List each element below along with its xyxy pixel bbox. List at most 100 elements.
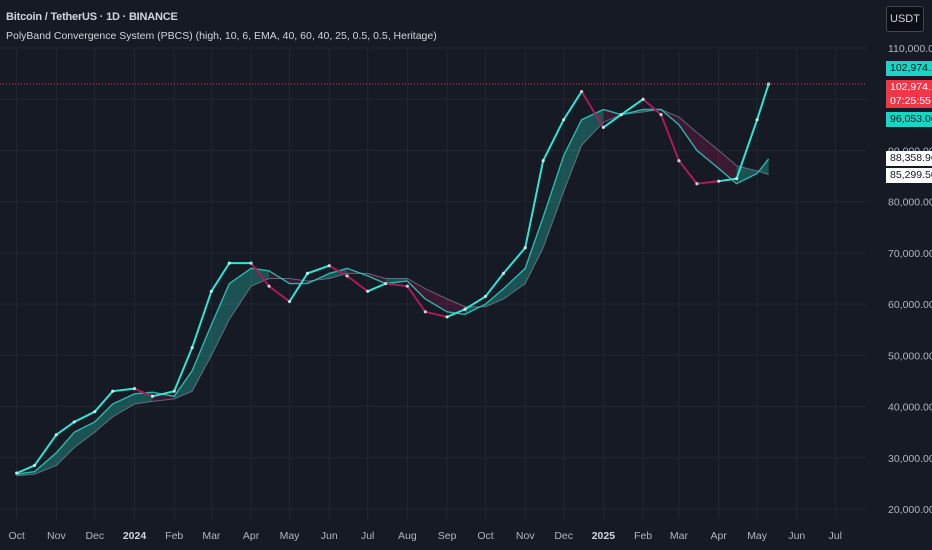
price-segment	[250, 262, 271, 288]
price-segment	[756, 82, 770, 121]
price-point	[93, 410, 97, 414]
band-fill	[16, 109, 769, 476]
y-tick-label: 70,000.00	[888, 248, 932, 260]
x-tick-label: Apr	[711, 530, 728, 542]
x-tick-label: Jul	[829, 530, 842, 542]
band-fill-segment	[112, 393, 135, 417]
price-segment	[735, 118, 759, 180]
price-segment	[366, 282, 387, 293]
y-tick-label: 20,000.00	[888, 504, 932, 516]
band-fill-segment	[525, 217, 544, 284]
price-segment	[717, 177, 738, 183]
x-tick-label: Jun	[788, 530, 805, 542]
price-point	[735, 177, 739, 181]
price-point	[423, 310, 427, 314]
y-tick-label: 30,000.00	[888, 453, 932, 465]
band-fill-segment	[251, 268, 270, 287]
y-tick-label: 110,000.00	[888, 43, 932, 55]
price-point	[463, 307, 467, 311]
series-lines	[15, 82, 771, 477]
price-point	[659, 112, 663, 117]
price-segment	[55, 420, 76, 436]
price-point	[523, 246, 527, 250]
price-segment	[695, 180, 720, 185]
price-point	[72, 420, 76, 424]
price-point	[717, 179, 721, 183]
price-segment	[73, 410, 96, 423]
band-fill-segment	[503, 268, 526, 299]
y-tick-label: 50,000.00	[888, 350, 932, 362]
price-point	[641, 97, 645, 101]
price-segment	[210, 262, 231, 293]
close-price-tag: 102,974.11	[886, 61, 932, 76]
price-point	[15, 471, 19, 475]
x-tick-label: Dec	[85, 530, 104, 542]
price-segment	[268, 285, 291, 303]
price-segment	[151, 390, 176, 398]
symbol-title[interactable]: Bitcoin / TetherUS · 1D · BINANCE	[6, 11, 178, 23]
price-point	[445, 315, 449, 319]
price-point	[327, 264, 331, 268]
currency-button[interactable]: USDT	[886, 6, 924, 32]
x-tick-label: Oct	[477, 530, 493, 542]
x-tick-label: Nov	[516, 530, 535, 542]
band-fill-segment	[329, 268, 348, 279]
price-point	[249, 261, 253, 265]
band-fill-segment	[425, 288, 448, 312]
band-fill-segment	[736, 165, 758, 184]
price-point	[32, 463, 37, 468]
price-segment	[384, 282, 409, 288]
x-tick-label: Feb	[634, 530, 652, 542]
price-point	[677, 159, 681, 163]
price-point	[305, 271, 310, 275]
price-segment	[328, 264, 349, 277]
price-point	[209, 289, 213, 293]
price-point	[111, 389, 115, 393]
price-segment	[660, 113, 680, 162]
band-fill-segment	[678, 117, 697, 151]
price-point	[562, 118, 566, 122]
band-fill-segment	[211, 283, 230, 356]
price-segment	[33, 433, 58, 467]
indicator-label[interactable]: PolyBand Convergence System (PBCS) (high…	[6, 30, 437, 42]
y-tick-label: 80,000.00	[888, 197, 932, 209]
series-line-band-mid	[16, 108, 770, 475]
band-fill-segment	[74, 421, 95, 448]
band-fill-segment	[603, 109, 622, 123]
price-segment	[191, 290, 213, 349]
band-fill-segment	[718, 150, 737, 184]
bar-countdown-tag: 07:25:55	[886, 94, 932, 108]
band-fill-segment	[269, 270, 290, 284]
price-segment	[542, 118, 565, 162]
price-segment	[133, 387, 154, 398]
x-tick-label: Jul	[361, 530, 374, 542]
y-tick-label: 60,000.00	[888, 299, 932, 311]
price-point	[601, 125, 605, 129]
price-segment	[620, 98, 645, 116]
price-segment	[288, 272, 309, 303]
price-segment	[111, 387, 136, 393]
band-fill-segment	[289, 278, 308, 284]
band-mid-tag: 88,358.96	[886, 151, 932, 166]
price-point	[501, 271, 506, 275]
band-fill-segment	[696, 132, 719, 169]
price-point	[150, 394, 155, 398]
x-tick-label: Dec	[554, 530, 573, 542]
band-fill-segment	[563, 119, 582, 192]
x-tick-label: May	[747, 530, 768, 542]
band-lower-tag: 85,299.50	[886, 168, 932, 183]
price-point	[227, 261, 231, 265]
price-segment	[524, 159, 545, 249]
price-segment	[484, 272, 505, 298]
chart-grid	[0, 47, 866, 519]
price-point	[345, 274, 349, 278]
time-axis: Oct Nov Dec 2024 Feb Mar Apr May Jun Jul Aug Sep Oct…	[8, 530, 841, 542]
price-segment	[306, 264, 331, 275]
price-segment	[642, 98, 663, 116]
band-upper-tag: 96,053.06	[886, 112, 932, 127]
price-segment	[602, 113, 623, 129]
price-point	[132, 387, 137, 391]
x-tick-label: Nov	[47, 530, 66, 542]
price-segment	[406, 285, 427, 313]
